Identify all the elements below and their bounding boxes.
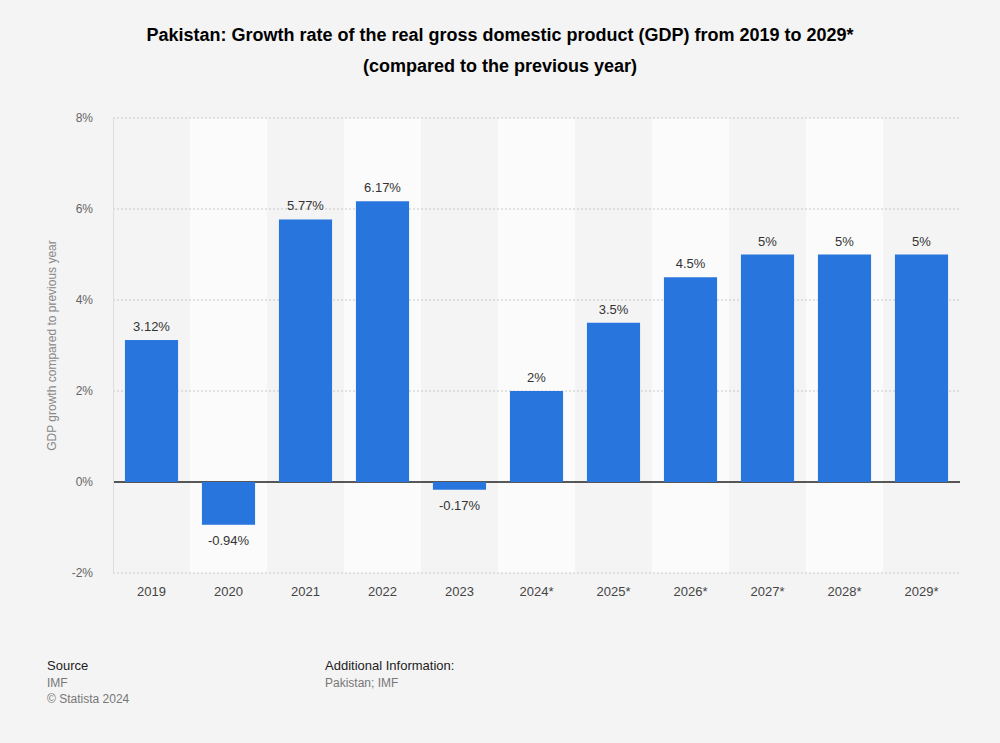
y-tick: 0% [76, 475, 113, 489]
grid-line [113, 118, 960, 119]
x-tick: 2025* [597, 573, 631, 599]
y-tick: -2% [72, 566, 113, 580]
data-label: 6.17% [364, 180, 401, 195]
annotation: IMF [47, 676, 68, 690]
bar [125, 340, 178, 482]
y-axis-title: GDP growth compared to previous year [45, 240, 59, 451]
x-tick-label: 2019 [137, 584, 166, 599]
column-band [498, 118, 575, 573]
x-tick: 2027* [751, 573, 785, 599]
column-band [190, 118, 267, 573]
bar [818, 255, 871, 483]
column-band [806, 118, 883, 573]
x-tick-label: 2023 [445, 584, 474, 599]
data-labels: 3.12% -0.94% 5.77% 6.17% -0.17% 2% 3.5% 4.5% 5% 5… [133, 180, 931, 548]
y-tick-label: 2% [76, 384, 94, 398]
grid-line [113, 573, 960, 574]
column-band [344, 118, 421, 573]
data-label: 5% [758, 234, 777, 249]
y-tick: 6% [76, 202, 113, 216]
y-tick-label: 6% [76, 202, 94, 216]
data-label: 5% [835, 234, 854, 249]
grid [113, 118, 960, 573]
data-label: -0.94% [208, 533, 250, 548]
y-axis: -2% 0% 2% 4% 6% 8% [72, 111, 114, 580]
y-tick-label: -2% [72, 566, 94, 580]
bar [202, 482, 255, 525]
x-tick: 2021 [291, 573, 320, 599]
data-label: 3.5% [599, 302, 629, 317]
data-label: -0.17% [439, 498, 481, 513]
data-label: 5.77% [287, 198, 324, 213]
x-tick-label: 2024* [520, 584, 554, 599]
bar [664, 277, 717, 482]
x-tick-label: 2022 [368, 584, 397, 599]
bar [356, 201, 409, 482]
bars [125, 201, 948, 525]
annotation: © Statista 2024 [47, 692, 130, 706]
x-tick-label: 2027* [751, 584, 785, 599]
annotation: Pakistan; IMF [325, 676, 398, 690]
y-tick: 4% [76, 293, 113, 307]
x-tick: 2020 [214, 573, 243, 599]
x-tick: 2029* [905, 573, 939, 599]
title: Pakistan: Growth rate of the real gross … [146, 25, 853, 45]
x-tick: 2019 [137, 573, 166, 599]
bar [895, 255, 948, 483]
annotation: Source [47, 658, 88, 673]
background [0, 0, 1000, 743]
data-label: 4.5% [676, 256, 706, 271]
x-tick: 2024* [520, 573, 554, 599]
y-tick: 8% [76, 111, 113, 125]
data-label: 3.12% [133, 319, 170, 334]
y-tick: 2% [76, 384, 113, 398]
x-tick-label: 2026* [674, 584, 708, 599]
x-tick: 2026* [674, 573, 708, 599]
x-tick: 2028* [828, 573, 862, 599]
data-label: 2% [527, 370, 546, 385]
bar [279, 219, 332, 482]
column-band [652, 118, 729, 573]
y-axis-line [113, 119, 114, 574]
x-tick-label: 2025* [597, 584, 631, 599]
data-label: 5% [912, 234, 931, 249]
x-tick-label: 2020 [214, 584, 243, 599]
bar [741, 255, 794, 483]
grid-line [113, 209, 960, 210]
y-tick-label: 0% [76, 475, 94, 489]
annotation: Additional Information: [325, 658, 454, 673]
y-tick-label: 8% [76, 111, 94, 125]
x-tick: 2023 [445, 573, 474, 599]
x-axis: 2019 2020 2021 2022 2023 2024* 2025* 2026* 2027*… [114, 573, 961, 599]
bar [587, 323, 640, 482]
x-tick: 2022 [368, 573, 397, 599]
column-bands [190, 118, 883, 573]
chart: Pakistan: Growth rate of the real gross … [0, 0, 1000, 743]
bar [433, 482, 486, 490]
x-tick-label: 2029* [905, 584, 939, 599]
y-tick-label: 4% [76, 293, 94, 307]
x-tick-label: 2021 [291, 584, 320, 599]
bar [510, 391, 563, 482]
subtitle: (compared to the previous year) [363, 56, 637, 76]
footer: Source IMF © Statista 2024 Additional Infor… [47, 658, 454, 706]
x-tick-label: 2028* [828, 584, 862, 599]
x-axis-line [114, 573, 961, 574]
